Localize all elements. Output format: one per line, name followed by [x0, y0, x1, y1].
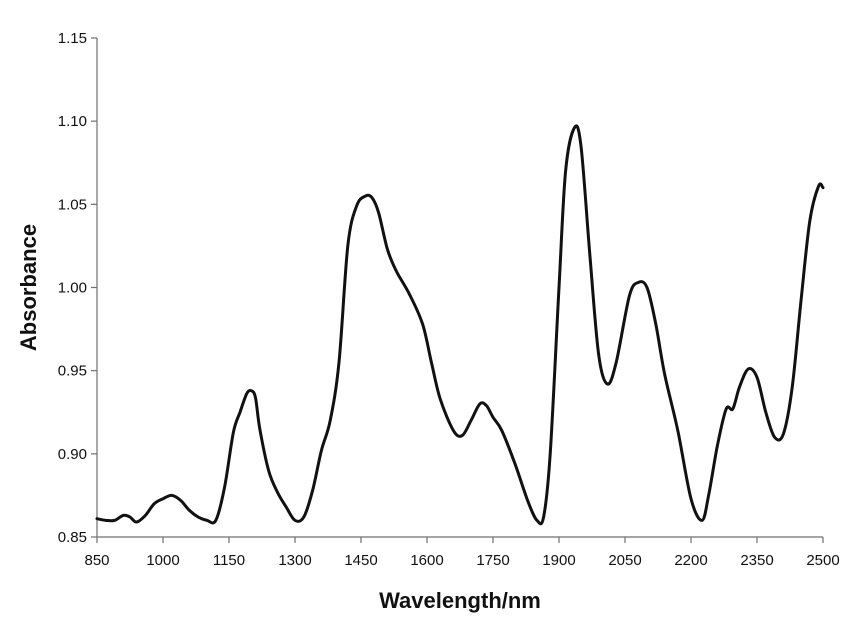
x-axis-ticks: 850 1000 1150 1300 1450 1600 1750 1900 2050 2200 2… — [84, 537, 840, 569]
y-tick-label: 0.85 — [58, 529, 87, 546]
x-tick-label: 1600 — [410, 552, 443, 569]
x-tick-label: 1300 — [278, 552, 311, 569]
x-axis-title: Wavelength/nm — [379, 588, 541, 613]
y-tick-label: 1.15 — [58, 30, 87, 47]
y-axis-title: Absorbance — [16, 224, 41, 351]
x-tick-label: 2500 — [806, 552, 839, 569]
y-tick-label: 0.90 — [58, 446, 87, 463]
x-tick-label: 1900 — [542, 552, 575, 569]
x-tick-label: 2050 — [608, 552, 641, 569]
y-tick-label: 0.95 — [58, 363, 87, 380]
x-tick-label: 1150 — [213, 552, 245, 569]
x-tick-label: 2350 — [740, 552, 773, 569]
y-axis-ticks: 0.85 0.90 0.95 1.00 1.05 1.10 1.15 — [58, 30, 97, 546]
y-tick-label: 1.10 — [58, 113, 87, 130]
x-tick-label: 1750 — [476, 552, 509, 569]
x-tick-label: 1000 — [146, 552, 179, 569]
x-tick-label: 850 — [84, 552, 109, 569]
x-tick-label: 1450 — [344, 552, 377, 569]
x-tick-label: 2200 — [674, 552, 707, 569]
y-tick-label: 1.00 — [58, 280, 87, 297]
y-tick-label: 1.05 — [58, 196, 87, 213]
spectrum-line — [95, 124, 825, 526]
